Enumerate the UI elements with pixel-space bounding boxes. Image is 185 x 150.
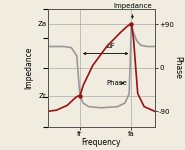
Y-axis label: Phase: Phase	[173, 56, 182, 79]
Text: Zr: Zr	[39, 93, 47, 99]
X-axis label: Frequency: Frequency	[82, 138, 121, 147]
Text: Impedance: Impedance	[113, 3, 152, 18]
Text: ΔF: ΔF	[107, 43, 115, 49]
Text: Za: Za	[38, 21, 47, 27]
Text: Impedance: Impedance	[24, 46, 33, 89]
Text: Phase: Phase	[107, 80, 127, 86]
